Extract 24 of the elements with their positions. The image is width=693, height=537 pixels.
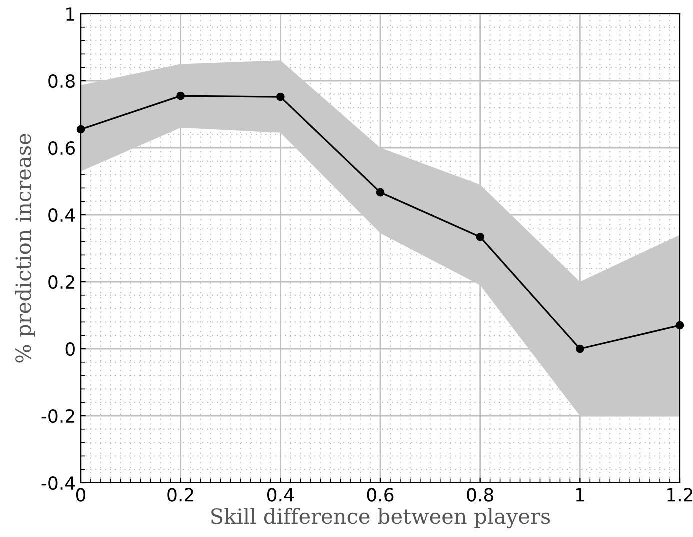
x-tick-label: 1.2 bbox=[668, 488, 693, 502]
y-tick-label: -0.2 bbox=[42, 409, 74, 424]
point bbox=[76, 125, 86, 134]
x-tick-label: 0.2 bbox=[168, 488, 194, 502]
point bbox=[276, 92, 285, 102]
point bbox=[376, 188, 385, 197]
x-tick-label: 1 bbox=[576, 488, 584, 502]
x-tick-label: 0.4 bbox=[268, 488, 294, 502]
point bbox=[476, 232, 484, 242]
x-tick-label: 0.6 bbox=[367, 488, 394, 502]
x-axis-title: Skill difference between players bbox=[212, 508, 550, 529]
y-tick-label: 0.6 bbox=[48, 141, 76, 156]
y-tick-label: -0.4 bbox=[42, 476, 76, 490]
y-tick-label: 1 bbox=[66, 8, 74, 21]
y-axis-title: % prediction increase bbox=[15, 134, 36, 363]
y-tick-label: 0 bbox=[66, 342, 75, 356]
x-tick-label: 0.8 bbox=[467, 488, 494, 502]
y-tick-label: 0.8 bbox=[48, 74, 75, 88]
y-tick-label: 0.4 bbox=[48, 208, 76, 222]
point bbox=[676, 321, 684, 330]
point bbox=[176, 92, 185, 100]
point bbox=[576, 344, 584, 354]
x-tick-label: 0 bbox=[76, 488, 86, 502]
y-tick-label: 0.2 bbox=[48, 275, 74, 290]
